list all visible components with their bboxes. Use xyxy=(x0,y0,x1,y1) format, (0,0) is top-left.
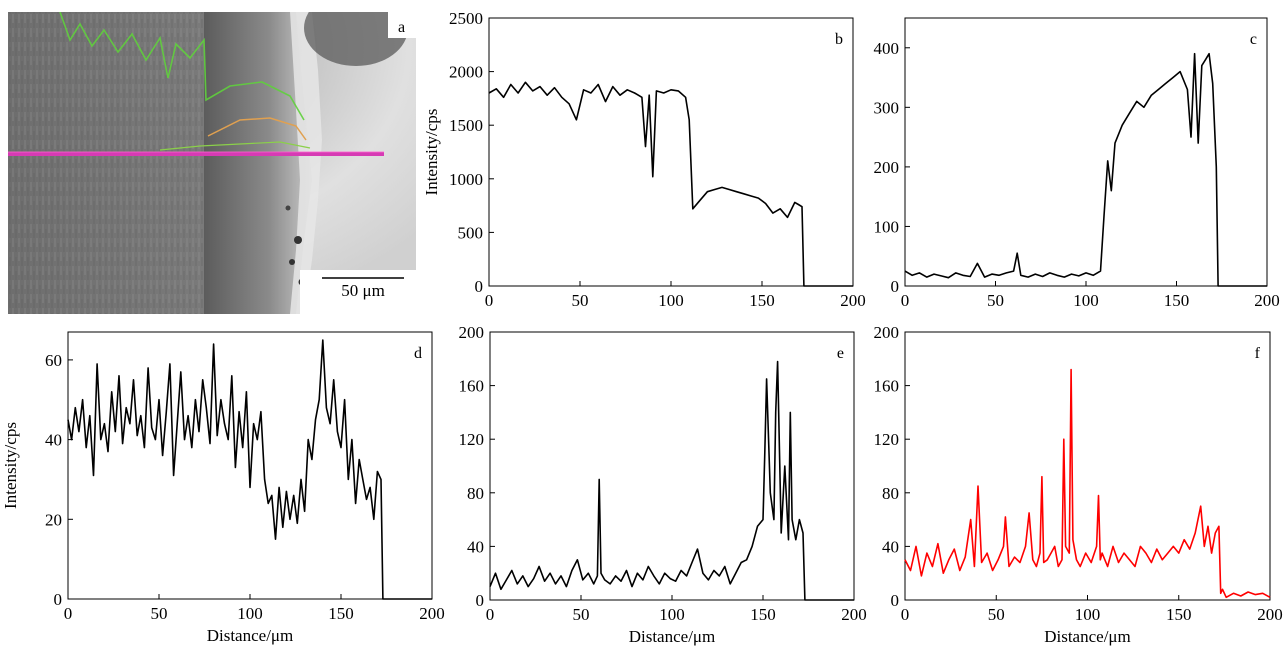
chart-b-y-tick-label: 2500 xyxy=(449,9,483,28)
chart-c-y-tick-label: 200 xyxy=(874,158,900,177)
chart-d-x-tick-label: 50 xyxy=(151,604,168,623)
chart-c-x-tick-label: 200 xyxy=(1254,291,1280,310)
chart-f-y-tick-label: 40 xyxy=(882,537,899,556)
chart-d-y-tick-label: 20 xyxy=(45,510,62,529)
chart-e-y-tick-label: 200 xyxy=(459,323,485,342)
chart-d-series-line xyxy=(67,339,432,600)
chart-d-frame xyxy=(67,331,433,600)
chart-e-y-tick-label: 160 xyxy=(459,377,485,396)
chart-f-x-axis-title: Distance/μm xyxy=(1044,627,1131,646)
chart-b-y-tick-label: 1500 xyxy=(449,116,483,135)
chart-d-x-tick-label: 200 xyxy=(419,604,445,623)
chart-c-x-tick-label: 0 xyxy=(901,291,910,310)
chart-e-y-tick-label: 40 xyxy=(467,537,484,556)
chart-b-x-tick-label: 150 xyxy=(749,291,775,310)
chart-d: 0 50 100 150 200 0 20 40 60 d Distance/μm Intensity… xyxy=(1,331,445,645)
chart-b-frame xyxy=(488,17,854,287)
chart-e-panel-label: e xyxy=(837,345,844,362)
panel-a-label: a xyxy=(398,19,405,36)
chart-b-x-tick-label: 0 xyxy=(485,291,494,310)
chart-f-x-tick-label: 150 xyxy=(1166,605,1192,624)
chart-f: 0 50 100 150 200 0 40 80 120 160 200 f Distance/μm xyxy=(874,323,1283,646)
chart-f-x-tick-label: 50 xyxy=(988,605,1005,624)
chart-c-y-tick-label: 100 xyxy=(874,217,900,236)
chart-d-x-axis-title: Distance/μm xyxy=(207,626,294,645)
chart-c-series-line xyxy=(904,52,1267,287)
chart-f-x-tick-label: 0 xyxy=(901,605,910,624)
chart-d-y-tick-label: 40 xyxy=(45,431,62,450)
chart-e-y-tick-label: 120 xyxy=(459,430,485,449)
chart-b-panel-label: b xyxy=(835,31,843,48)
chart-b-y-tick-label: 500 xyxy=(458,223,484,242)
scale-bar-label: 50 μm xyxy=(341,281,385,300)
chart-b-series-line xyxy=(488,81,853,287)
chart-e-x-tick-label: 100 xyxy=(659,605,685,624)
chart-b-x-tick-label: 200 xyxy=(840,291,866,310)
chart-d-y-axis-title: Intensity/cps xyxy=(1,422,20,509)
chart-e-series-line xyxy=(489,360,854,601)
chart-c-y-tick-label: 400 xyxy=(874,39,900,58)
chart-f-panel-label: f xyxy=(1255,345,1261,362)
chart-b-y-tick-label: 2000 xyxy=(449,63,483,82)
chart-e-frame xyxy=(489,331,855,601)
chart-e-x-axis-title: Distance/μm xyxy=(629,627,716,646)
chart-b-y-tick-label: 0 xyxy=(475,277,484,296)
chart-c: 0 50 100 150 200 0 100 200 300 400 c xyxy=(874,17,1280,310)
chart-c-frame xyxy=(904,17,1268,287)
chart-f-frame xyxy=(904,331,1271,601)
chart-d-x-tick-label: 0 xyxy=(64,604,73,623)
chart-c-y-tick-label: 0 xyxy=(891,277,900,296)
chart-f-x-tick-label: 200 xyxy=(1257,605,1283,624)
chart-c-panel-label: c xyxy=(1250,31,1257,48)
chart-f-y-tick-label: 200 xyxy=(874,323,900,342)
chart-f-y-tick-label: 80 xyxy=(882,484,899,503)
chart-e-x-tick-label: 150 xyxy=(750,605,776,624)
chart-d-x-tick-label: 100 xyxy=(237,604,263,623)
chart-f-y-tick-label: 120 xyxy=(874,430,900,449)
chart-e-x-tick-label: 0 xyxy=(486,605,495,624)
chart-b: 0 50 100 150 20005001000150020002500bIntensi… xyxy=(422,9,866,310)
chart-c-x-tick-label: 50 xyxy=(987,291,1004,310)
chart-e-y-tick-label: 0 xyxy=(476,591,485,610)
chart-d-y-tick-label: 0 xyxy=(54,590,63,609)
chart-b-x-tick-label: 50 xyxy=(572,291,589,310)
chart-e-x-tick-label: 200 xyxy=(841,605,867,624)
chart-c-x-tick-label: 150 xyxy=(1164,291,1190,310)
chart-e-x-tick-label: 50 xyxy=(573,605,590,624)
chart-f-y-tick-label: 0 xyxy=(891,591,900,610)
chart-f-y-tick-label: 160 xyxy=(874,377,900,396)
sem-micrograph xyxy=(8,12,416,314)
chart-c-x-tick-label: 100 xyxy=(1073,291,1099,310)
chart-b-y-tick-label: 1000 xyxy=(449,170,483,189)
chart-d-panel-label: d xyxy=(414,345,422,362)
chart-f-series-line xyxy=(904,368,1271,599)
chart-f-x-tick-label: 100 xyxy=(1075,605,1101,624)
chart-b-y-axis-title: Intensity/cps xyxy=(422,109,441,196)
chart-e: 0 50 100 150 200 0 40 80 120 160 200 e Distance/μm xyxy=(459,323,867,646)
chart-c-y-tick-label: 300 xyxy=(874,98,900,117)
chart-e-y-tick-label: 80 xyxy=(467,484,484,503)
chart-b-x-tick-label: 100 xyxy=(658,291,684,310)
chart-d-x-tick-label: 150 xyxy=(328,604,354,623)
chart-d-y-tick-label: 60 xyxy=(45,351,62,370)
